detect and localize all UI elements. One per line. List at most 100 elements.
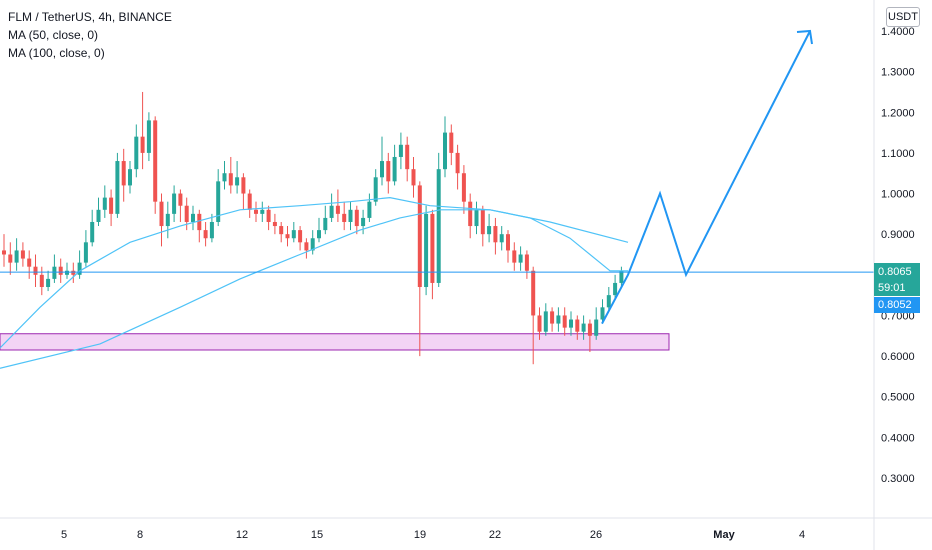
candle-body [247,193,252,210]
candle-body [52,266,57,279]
candle-body [594,319,599,336]
candle-body [373,177,378,202]
candle-body [304,242,309,251]
time-tick-label: 26 [590,529,602,541]
candle-body [153,120,158,202]
candle-body [317,230,321,239]
projection-path-drawing[interactable] [601,30,811,325]
price-tick-label: 0.6000 [881,351,915,363]
candle-body [569,319,573,328]
time-axis[interactable]: 5 8 12 15 19 22 26 May 4 [61,529,805,541]
price-tick-label: 1.3000 [881,67,915,79]
candle-body [285,234,290,239]
candle-body [46,278,51,288]
time-tick-label: 12 [236,529,248,541]
candle-body [543,311,548,332]
candle-body [329,205,334,218]
candle-body [71,270,76,275]
candle-body [159,201,164,227]
candle-body [417,185,422,288]
price-tick-label: 0.4000 [881,432,915,444]
symbol-title[interactable]: FLM / TetherUS, 4h, BINANCE [8,10,172,24]
price-tick-label: 1.1000 [881,148,915,160]
candle-body [613,282,618,296]
candle-body [165,213,170,227]
time-tick-label: 19 [414,529,426,541]
candle-body [134,136,139,170]
candle-body [480,209,485,235]
ma50-line [0,196,628,349]
price-tick-label: 0.9000 [881,229,915,241]
candle-body [260,209,265,214]
candle-body [499,234,504,243]
time-tick-label: 5 [61,529,67,541]
candle-body [298,230,303,243]
price-axis[interactable]: 1.4000 1.3000 1.2000 1.1000 1.0000 0.9000 0.70… [881,26,915,485]
candle-body [537,315,542,332]
candle-body [58,266,63,275]
candle-body [487,226,492,235]
candle-body [493,226,498,243]
candle-body [524,254,529,271]
time-tick-label: 15 [311,529,323,541]
candle-body [77,262,82,275]
candle-body [575,319,580,332]
ma50-legend[interactable]: MA (50, close, 0) [8,28,99,42]
candle-body [2,250,6,255]
candle-body [115,161,120,214]
candle-body [354,209,359,227]
price-tick-label: 0.5000 [881,392,915,404]
candle-body [550,311,555,324]
candle-body [197,213,202,231]
candle-body [531,270,536,316]
candle-body [619,270,624,283]
ma-price-tag: 0.8052 [874,297,920,314]
time-tick-label: May [713,529,735,541]
currency-button[interactable]: USDT [886,7,920,27]
candle-body [335,205,340,214]
candle-body [361,217,366,227]
candle-body [518,254,523,263]
price-tick-label: 1.0000 [881,189,915,201]
ma100-legend[interactable]: MA (100, close, 0) [8,46,105,60]
time-tick-label: 22 [489,529,501,541]
time-tick-label: 4 [799,529,805,541]
candle-body [348,209,353,222]
candle-body [392,156,397,182]
candle-body [191,213,195,222]
candle-body [184,205,189,222]
candle-body [600,307,605,320]
arrow-head-icon [796,29,813,45]
candle-body [121,161,126,186]
current-price-tag: 0.8065 59:01 [874,263,920,297]
candle-body [266,209,271,222]
candle-body [443,132,447,170]
price-tick-label: 0.3000 [881,473,915,485]
candle-body [14,250,19,263]
candle-body [8,254,13,263]
candle-body [178,193,183,206]
support-zone-rectangle[interactable] [0,333,670,351]
candle-body [436,169,441,283]
candle-body [411,169,416,186]
candle-body [90,221,95,243]
candle-body [33,266,38,275]
candle-body [291,230,296,239]
candle-body [468,201,473,227]
candle-body [461,173,466,202]
candle-body [235,177,240,186]
time-tick-label: 8 [137,529,143,541]
candle-body [254,209,258,214]
price-tick-label: 0.7000 [881,310,915,322]
candle-body [228,173,233,186]
candle-body [449,132,454,153]
candle-body [380,161,384,178]
candle-body [587,323,592,336]
candles-group [2,91,624,365]
candle-body [512,250,517,263]
candle-body [222,173,227,182]
candle-body [562,315,567,328]
current-price-label: 0.8065 [878,266,912,279]
candle-body [102,197,107,210]
